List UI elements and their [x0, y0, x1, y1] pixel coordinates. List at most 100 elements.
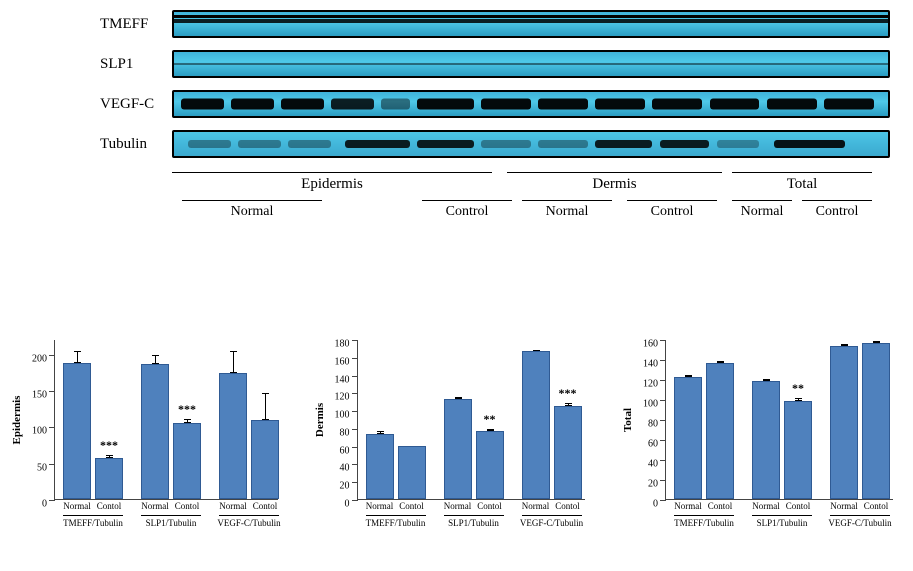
bar [752, 381, 780, 499]
y-tick-label: 100 [335, 410, 358, 421]
error-bar [155, 355, 156, 364]
error-bar [798, 398, 799, 401]
x-group-line [752, 515, 812, 516]
x-tick-label: Contol [253, 501, 278, 511]
error-bar [187, 419, 188, 423]
significance-marker: *** [178, 402, 196, 417]
subgroup-line [422, 200, 512, 201]
group-label: Epidermis [301, 176, 363, 193]
x-group-label: TMEFF/Tubulin [674, 518, 734, 528]
bar [398, 446, 426, 499]
error-bar [536, 350, 537, 352]
x-tick-label: Normal [63, 501, 91, 511]
chart-epidermis: Epidermis050100150200Normal***ContolNorm… [12, 340, 284, 550]
blot-row-tubulin: Tubulin [100, 130, 890, 158]
x-tick-label: Contol [864, 501, 889, 511]
group-label: Dermis [592, 176, 636, 193]
subgroup-label: Normal [546, 204, 589, 220]
y-tick-label: 0 [42, 499, 55, 510]
blot-strip [172, 50, 890, 78]
x-group-line [522, 515, 582, 516]
bar [219, 373, 247, 499]
y-axis-label: Dermis [314, 402, 326, 436]
blot-strip [172, 90, 890, 118]
x-tick-label: Normal [366, 501, 394, 511]
subgroup-label: Control [446, 204, 489, 220]
chart-dermis: Dermis020406080100120140160180NormalCont… [311, 340, 593, 550]
plot-area: Epidermis050100150200Normal***ContolNorm… [54, 340, 278, 500]
error-bar [458, 397, 459, 399]
y-tick-label: 60 [648, 439, 666, 450]
bar [784, 401, 812, 499]
bar [706, 363, 734, 499]
bar [63, 363, 91, 499]
y-tick-label: 40 [340, 463, 358, 474]
x-tick-label: Contol [555, 501, 580, 511]
x-tick-label: Normal [444, 501, 472, 511]
error-bar [233, 351, 234, 373]
error-bar [568, 403, 569, 406]
subgroup-label: Control [816, 204, 859, 220]
x-tick-label: Contol [708, 501, 733, 511]
x-tick-label: Contol [477, 501, 502, 511]
subgroup-label: Control [651, 204, 694, 220]
x-group-label: SLP1/Tubulin [146, 518, 197, 528]
x-group-line [830, 515, 890, 516]
bar [251, 420, 279, 499]
x-group-label: SLP1/Tubulin [448, 518, 499, 528]
x-tick-label: Normal [830, 501, 858, 511]
x-group-label: TMEFF/Tubulin [366, 518, 426, 528]
y-tick-label: 50 [37, 462, 55, 473]
y-tick-label: 80 [340, 427, 358, 438]
error-bar [720, 361, 721, 363]
y-axis-label: Total [622, 407, 634, 431]
chart-total: Total020406080100120140160NormalContolNo… [619, 340, 901, 550]
blot-label: Tubulin [100, 136, 172, 153]
significance-marker: ** [792, 381, 804, 396]
x-tick-label: Normal [674, 501, 702, 511]
significance-marker: *** [559, 386, 577, 401]
x-group-line [63, 515, 123, 516]
subgroup-line [732, 200, 792, 201]
bar [141, 364, 169, 499]
x-group-line [444, 515, 504, 516]
y-tick-label: 120 [335, 392, 358, 403]
y-tick-label: 100 [32, 426, 55, 437]
y-tick-label: 120 [643, 379, 666, 390]
y-tick-label: 180 [335, 339, 358, 350]
x-tick-label: Contol [97, 501, 122, 511]
error-bar [876, 341, 877, 343]
bar [862, 343, 890, 499]
bar [830, 346, 858, 499]
x-tick-label: Normal [752, 501, 780, 511]
bar [674, 377, 702, 499]
bar [95, 458, 123, 499]
x-group-label: VEGF-C/Tubulin [520, 518, 583, 528]
x-group-label: SLP1/Tubulin [757, 518, 808, 528]
y-tick-label: 160 [643, 339, 666, 350]
error-bar [688, 375, 689, 377]
y-tick-label: 100 [643, 399, 666, 410]
error-bar [766, 379, 767, 381]
y-tick-label: 140 [643, 359, 666, 370]
sample-group-brackets: EpidermisDermisTotalNormalControlNormalC… [100, 170, 890, 230]
x-group-label: VEGF-C/Tubulin [217, 518, 280, 528]
y-tick-label: 160 [335, 356, 358, 367]
y-tick-label: 200 [32, 353, 55, 364]
subgroup-line [522, 200, 612, 201]
error-bar [490, 429, 491, 432]
x-group-line [674, 515, 734, 516]
x-group-line [219, 515, 279, 516]
x-tick-label: Normal [522, 501, 550, 511]
y-axis-label: Epidermis [11, 395, 23, 444]
western-blot-panel: TMEFFSLP1VEGF-CTubulin EpidermisDermisTo… [100, 10, 890, 230]
blot-row-vegfc: VEGF-C [100, 90, 890, 118]
plot-area: Total020406080100120140160NormalContolNo… [665, 340, 893, 500]
x-group-label: TMEFF/Tubulin [63, 518, 123, 528]
x-tick-label: Contol [399, 501, 424, 511]
blot-label: SLP1 [100, 56, 172, 73]
bar [522, 351, 550, 499]
blot-strip [172, 10, 890, 38]
x-tick-label: Contol [786, 501, 811, 511]
error-bar [380, 431, 381, 434]
